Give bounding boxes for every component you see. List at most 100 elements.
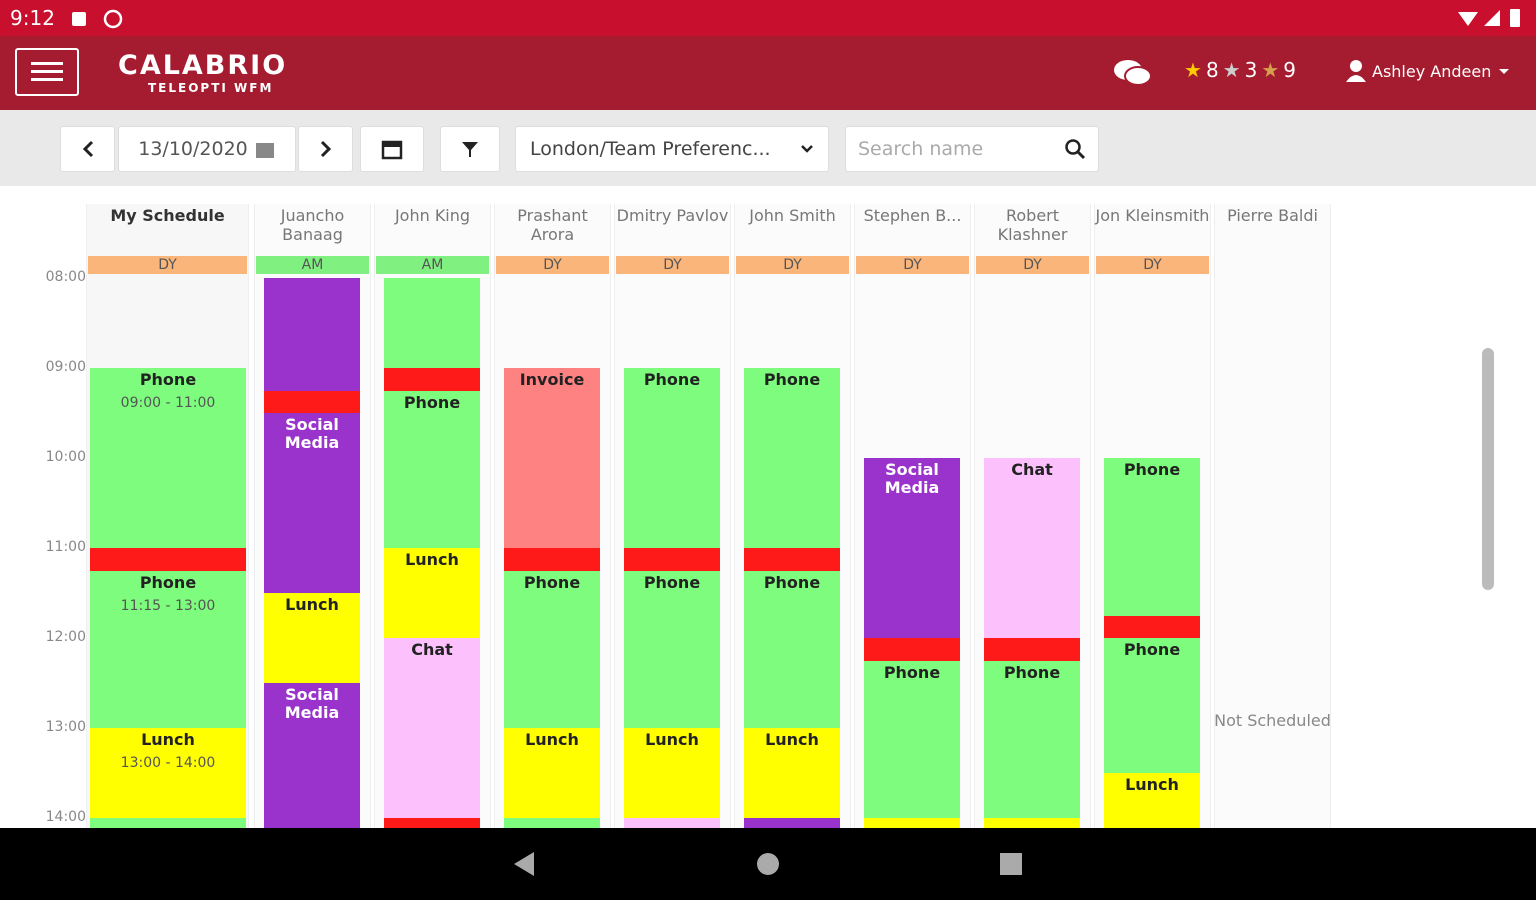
rating: 3 <box>1244 58 1258 82</box>
activity-label: Phone <box>643 572 701 592</box>
activity-label: Phone <box>139 572 197 592</box>
date-field[interactable]: 13/10/2020 <box>118 126 296 172</box>
activity-block: Invoice <box>504 368 600 548</box>
toolbar: 13/10/2020 London/Team Preferenc... Sear… <box>0 110 1536 186</box>
prev-day-button[interactable] <box>60 126 115 172</box>
column-name: Robert Klashner <box>997 206 1068 244</box>
signal-icons <box>1458 9 1520 27</box>
dropdown-arrow <box>1499 69 1510 74</box>
activity-label: Phone <box>883 662 941 682</box>
activity-block <box>90 818 246 828</box>
shift-badge: AM <box>376 256 489 274</box>
chat-icon[interactable] <box>1112 56 1154 90</box>
scrollbar[interactable] <box>1482 348 1494 590</box>
activity-block <box>984 818 1080 828</box>
activity-block: Social Media <box>264 683 360 828</box>
column-name: John King <box>394 206 471 225</box>
date: 13/10/2020 <box>138 138 248 160</box>
activity-label: Lunch <box>285 595 339 614</box>
activity-block <box>864 818 960 828</box>
home-button[interactable] <box>757 853 779 875</box>
shift-badge: DY <box>736 256 849 274</box>
star-icon: ★ <box>1261 58 1280 82</box>
activity-time: 13:00 - 14:00 <box>120 755 216 771</box>
not-scheduled: Not Scheduled <box>1214 711 1331 730</box>
chevron-left <box>82 140 93 158</box>
activity-block <box>504 548 600 571</box>
rating: 9 <box>1283 58 1297 82</box>
today-button[interactable] <box>360 126 424 172</box>
activity-block: Lunch <box>1104 773 1200 828</box>
activity-block: Phone <box>1104 638 1200 773</box>
activity-block: Phone 11:15 - 13:00 <box>90 570 246 728</box>
activity-block <box>744 818 840 828</box>
activity-block: Phone <box>744 570 840 728</box>
activity-block: Lunch <box>504 728 600 818</box>
activity-block <box>504 818 600 828</box>
activity-block: Lunch <box>264 593 360 683</box>
column-name: My Schedule <box>110 206 225 225</box>
activity-block: Lunch <box>744 728 840 818</box>
navigation-bar <box>0 828 1536 900</box>
activity-block: Phone <box>864 660 960 818</box>
activity-label: Phone <box>1003 662 1061 682</box>
activity-block: Phone <box>624 570 720 728</box>
activity-block <box>384 368 480 391</box>
activity-label: Phone <box>643 370 701 389</box>
time-label: 09:00 <box>45 359 86 375</box>
activity-label: Phone <box>523 572 581 592</box>
activity-label: Chat <box>411 640 453 659</box>
dropdown-arrow <box>801 145 813 153</box>
chevron-right <box>320 140 331 158</box>
shift-badge: DY <box>496 256 609 274</box>
menu-button[interactable] <box>15 48 79 96</box>
activity-block: Lunch <box>624 728 720 818</box>
nav-buttons <box>514 852 1022 876</box>
app-header: CALABRIO TELEOPTI WFM ★ 8 ★ 3 ★ 9 Ashley An… <box>0 36 1536 110</box>
filter-icon <box>462 142 478 157</box>
calendar-icon <box>381 140 403 160</box>
time-label: 14:00 <box>45 809 86 825</box>
activity-block: Phone <box>744 368 840 548</box>
recents-button[interactable] <box>1000 853 1022 875</box>
activity-label: Invoice <box>519 370 585 389</box>
status-icons <box>72 9 123 29</box>
activity-label: Phone <box>139 370 197 389</box>
user-menu[interactable]: Ashley Andeen <box>1346 60 1511 82</box>
activity-label: Lunch <box>405 550 459 569</box>
column-name: Prashant Arora <box>517 206 588 244</box>
filter-button[interactable] <box>440 126 500 172</box>
time-label: 13:00 <box>45 719 86 735</box>
time-label: 12:00 <box>45 629 86 645</box>
back-button[interactable] <box>514 852 534 876</box>
activity-block: Social Media <box>264 413 360 593</box>
next-day-button[interactable] <box>298 126 353 172</box>
shift-badge: AM <box>256 256 369 274</box>
column-name: Juancho Banaag <box>280 206 345 244</box>
activity-label: Phone <box>403 392 461 412</box>
activity-label: Chat <box>1011 460 1053 479</box>
ratings[interactable]: ★ 8 ★ 3 ★ 9 <box>1184 58 1296 82</box>
activity-label: Phone <box>1123 460 1181 479</box>
activity-label: Lunch <box>525 730 579 749</box>
user-name: Ashley Andeen <box>1372 61 1492 81</box>
menu-icon <box>31 62 63 81</box>
search-field[interactable]: Search name <box>845 126 1099 172</box>
column-name: Pierre Baldi <box>1227 206 1318 225</box>
activity-block <box>264 278 360 391</box>
activity-label: Phone <box>763 370 821 389</box>
shift-badge: DY <box>616 256 729 274</box>
activity-block <box>1104 615 1200 638</box>
activity-block <box>864 638 960 661</box>
activity-block: Phone <box>984 660 1080 818</box>
activity-block: Phone <box>1104 458 1200 616</box>
shift-badge: DY <box>88 256 247 274</box>
activity-label: Lunch <box>1125 775 1179 794</box>
shift-badge: DY <box>1096 256 1209 274</box>
activity-block: Lunch <box>384 548 480 638</box>
search-placeholder: Search name <box>858 138 984 160</box>
rating: 8 <box>1205 58 1219 82</box>
team-select[interactable]: London/Team Preferenc... <box>515 126 829 172</box>
time-label: 11:00 <box>45 539 86 555</box>
